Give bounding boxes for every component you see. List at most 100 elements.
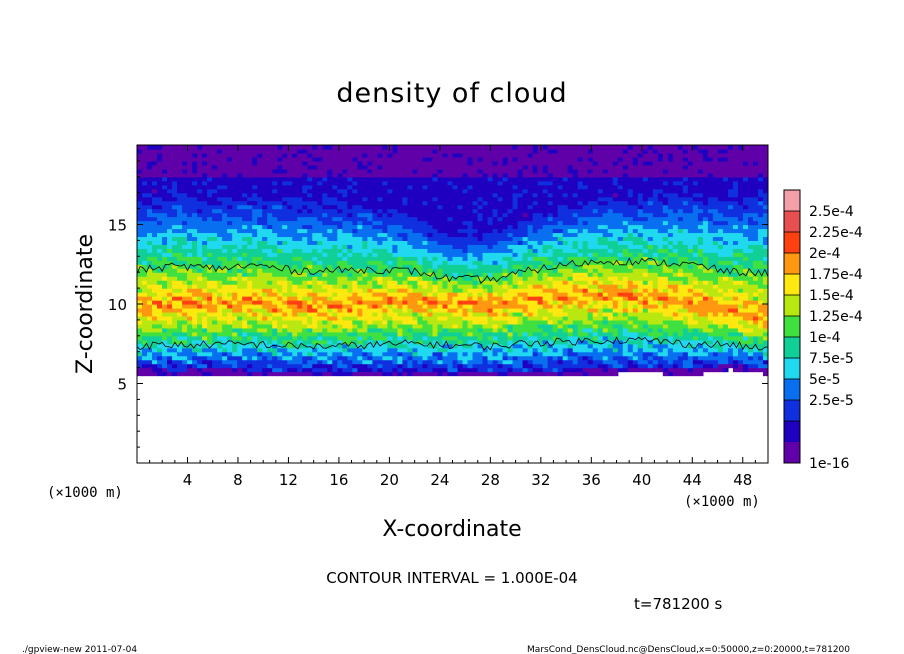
field-cell xyxy=(372,152,378,158)
field-cell xyxy=(332,355,338,361)
field-cell xyxy=(202,331,208,337)
field-cell xyxy=(407,260,414,265)
field-cell xyxy=(407,300,414,305)
field-cell xyxy=(412,280,419,285)
field-cell xyxy=(342,343,348,349)
field-cell xyxy=(447,192,454,198)
field-cell xyxy=(487,280,494,285)
field-cell xyxy=(337,323,343,329)
field-cell xyxy=(442,359,449,365)
field-cell xyxy=(442,307,449,313)
field-cell xyxy=(157,208,163,214)
field-cell xyxy=(257,315,263,321)
field-cell xyxy=(342,272,348,277)
field-cell xyxy=(387,224,394,230)
field-cell xyxy=(492,272,499,277)
field-cell xyxy=(247,351,253,357)
field-cell xyxy=(232,156,238,162)
field-cell xyxy=(542,148,549,154)
field-cell xyxy=(447,176,454,182)
field-cell xyxy=(542,339,549,345)
field-cell xyxy=(312,168,318,174)
field-cell xyxy=(362,164,368,170)
field-cell xyxy=(537,280,544,285)
field-cell xyxy=(152,180,158,186)
field-cell xyxy=(187,268,193,273)
field-cell xyxy=(272,192,278,198)
field-cell xyxy=(227,280,233,285)
field-cell xyxy=(532,192,539,198)
field-cell xyxy=(507,148,514,154)
field-cell xyxy=(322,176,328,182)
field-cell xyxy=(512,164,519,170)
field-cell xyxy=(142,304,148,309)
field-cell xyxy=(222,347,228,353)
field-cell xyxy=(232,188,238,194)
field-cell xyxy=(157,232,163,238)
field-cell xyxy=(212,300,218,305)
field-cell xyxy=(352,236,358,241)
field-cell xyxy=(507,339,514,345)
field-cell xyxy=(292,212,298,218)
field-cell xyxy=(287,300,293,305)
field-cell xyxy=(562,216,569,222)
field-cell xyxy=(342,156,348,162)
field-cell xyxy=(367,331,373,337)
field-cell xyxy=(372,176,378,182)
field-cell xyxy=(492,335,499,341)
field-cell xyxy=(182,228,188,234)
field-cell xyxy=(517,347,524,353)
field-cell xyxy=(317,228,323,234)
field-cell xyxy=(552,148,559,154)
field-cell xyxy=(342,168,348,174)
field-cell xyxy=(147,260,153,265)
field-cell xyxy=(277,192,283,198)
field-cell xyxy=(437,323,444,329)
field-cell xyxy=(282,347,288,353)
field-cell xyxy=(212,347,218,353)
field-cell xyxy=(497,248,504,253)
field-cell xyxy=(547,224,554,230)
field-cell xyxy=(372,208,378,214)
field-cell xyxy=(142,232,148,238)
field-cell xyxy=(162,232,168,238)
field-cell xyxy=(302,307,308,313)
field-cell xyxy=(492,296,499,301)
field-cell xyxy=(277,268,283,273)
field-cell xyxy=(297,359,303,365)
field-cell xyxy=(522,315,529,321)
field-cell xyxy=(477,176,484,182)
field-cell xyxy=(417,216,424,222)
field-cell xyxy=(227,176,233,182)
field-cell xyxy=(507,208,514,214)
field-cell xyxy=(412,224,419,230)
field-cell xyxy=(262,315,268,321)
field-cell xyxy=(437,196,444,202)
field-cell xyxy=(547,208,554,214)
field-cell xyxy=(277,363,283,369)
field-cell xyxy=(367,208,373,214)
field-cell xyxy=(237,212,243,218)
field-cell xyxy=(202,188,208,194)
field-cell xyxy=(177,148,183,154)
field-cell xyxy=(142,220,148,226)
field-cell xyxy=(162,208,168,214)
field-cell xyxy=(232,359,238,365)
field-cell xyxy=(497,232,504,238)
field-cell xyxy=(332,220,338,226)
field-cell xyxy=(257,204,263,210)
field-cell xyxy=(187,212,193,218)
field-cell xyxy=(312,276,318,281)
field-cell xyxy=(407,288,414,293)
field-cell xyxy=(197,208,203,214)
field-cell xyxy=(177,292,183,297)
field-cell xyxy=(507,296,514,301)
field-cell xyxy=(437,168,444,174)
field-cell xyxy=(437,212,444,218)
field-cell xyxy=(172,264,178,269)
field-cell xyxy=(197,236,203,241)
field-cell xyxy=(222,343,228,349)
field-cell xyxy=(322,335,328,341)
field-cell xyxy=(557,296,564,301)
field-cell xyxy=(237,160,243,166)
